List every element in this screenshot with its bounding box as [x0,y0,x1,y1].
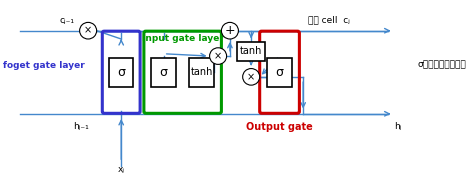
Text: ×: × [247,72,255,82]
Circle shape [80,22,97,39]
Text: ×: × [214,51,222,61]
Circle shape [210,48,227,64]
FancyBboxPatch shape [267,58,292,86]
Text: 記憶 cell  cⱼ: 記憶 cell cⱼ [308,16,350,25]
Text: ×: × [84,26,92,36]
Text: σ：シグモイド関数: σ：シグモイド関数 [418,61,466,70]
FancyBboxPatch shape [109,58,134,86]
Text: σ: σ [117,66,125,79]
Text: xⱼ: xⱼ [118,165,125,174]
Text: hⱼ: hⱼ [394,122,401,131]
Text: tanh: tanh [240,46,263,57]
Text: +: + [225,24,235,37]
Text: Input gate layer: Input gate layer [142,34,224,43]
Text: hⱼ₋₁: hⱼ₋₁ [73,122,89,131]
Text: foget gate layer: foget gate layer [3,61,85,70]
Circle shape [221,22,238,39]
Text: σ: σ [275,66,283,79]
FancyBboxPatch shape [237,42,265,61]
Text: Output gate: Output gate [246,122,313,132]
Text: cⱼ₋₁: cⱼ₋₁ [59,16,74,25]
FancyBboxPatch shape [152,58,176,86]
Text: tanh: tanh [191,67,213,77]
Text: σ: σ [160,66,168,79]
FancyBboxPatch shape [189,58,214,86]
Circle shape [243,68,260,85]
